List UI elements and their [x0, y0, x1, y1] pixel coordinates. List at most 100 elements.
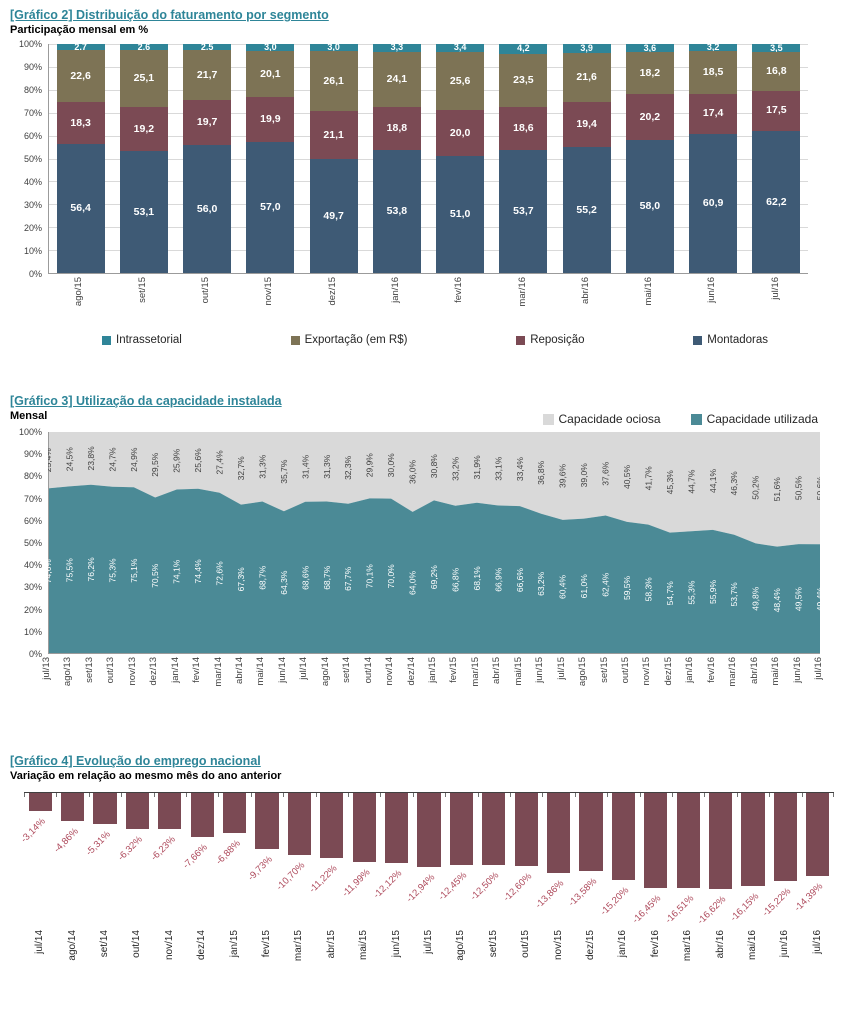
x-axis-label: mar/14 — [212, 657, 224, 687]
bar-segment: 19,7 — [183, 99, 232, 145]
grafico4-plot-area: -3,14% jul/14 -4,86% ago/14 -5,31% set/14 -6,3… — [19, 792, 834, 1004]
data-label: 18,2 — [639, 66, 661, 79]
bar — [546, 793, 571, 873]
data-label: 20,2 — [639, 110, 661, 123]
x-axis-label: abr/15 — [325, 930, 337, 959]
y-axis-tick-label: 10% — [23, 246, 42, 256]
ociosa-data-label: 31,4% — [300, 454, 310, 479]
grafico2-chart: 100% 90% 80% 70% 60% 50% 40% 30% 20% 10% 0% 56,4 18… — [10, 39, 846, 279]
data-label: 20,1 — [260, 67, 281, 80]
bar-segment: 3,0 — [309, 43, 358, 52]
utilizada-data-label: 64,0% — [408, 570, 418, 595]
ociosa-data-label: 33,2% — [450, 456, 460, 481]
x-axis-label: out/15 — [620, 657, 631, 684]
x-axis-label: ago/13 — [62, 657, 74, 687]
x-axis-label: set/15 — [598, 657, 610, 683]
ociosa-data-label: 44,1% — [708, 468, 718, 493]
utilizada-data-label: 48,4% — [772, 588, 782, 613]
bar-slot: 58,0 20,2 18,2 3,6 — [618, 43, 681, 273]
x-axis-label: jul/15 — [555, 657, 567, 680]
bar-segment: 53,7 — [499, 150, 548, 273]
data-label: -16,15% — [727, 890, 761, 924]
gridline — [49, 158, 808, 160]
data-label: -16,62% — [695, 893, 729, 927]
axis-tick — [380, 793, 382, 797]
data-label: 2,5 — [200, 41, 214, 52]
x-axis-label: jan/15 — [427, 657, 438, 683]
data-label: 21,1 — [323, 128, 344, 141]
data-label: 51,0 — [449, 208, 471, 221]
data-label: 3,0 — [264, 41, 277, 52]
utilizada-data-label: 69,2% — [429, 565, 439, 590]
stacked-bar: 55,2 19,4 21,6 3,9 — [562, 43, 611, 273]
y-axis-tick-label: 50% — [23, 154, 42, 164]
x-axis-label: ago/15 — [455, 930, 467, 961]
y-axis-tick-label: 0% — [28, 269, 42, 279]
bar-segment: 20,1 — [246, 50, 295, 97]
x-axis-label: mar/15 — [293, 930, 305, 962]
x-axis-label: mar/16 — [516, 277, 528, 307]
x-axis-label: dez/13 — [148, 657, 160, 686]
bar-segment: 56,0 — [183, 144, 232, 273]
x-axis-label: jul/14 — [298, 657, 310, 680]
ociosa-data-label: 41,7% — [643, 466, 653, 491]
bar — [287, 793, 311, 855]
bar — [806, 793, 830, 876]
bar-slot: 56,4 18,3 22,6 2,7 — [49, 42, 112, 273]
x-axis-slot: abr/16 — [555, 277, 618, 322]
x-axis-label: mai/16 — [770, 657, 782, 686]
y-axis-tick-label: 10% — [23, 626, 42, 637]
x-axis-label: ago/15 — [73, 277, 85, 307]
bar — [255, 793, 279, 849]
x-axis-label: ago/14 — [319, 657, 331, 687]
data-label: -12,60% — [501, 870, 534, 904]
data-label: -11,22% — [307, 862, 340, 895]
x-axis-label: fev/15 — [448, 657, 460, 683]
x-axis-label: jul/16 — [813, 657, 824, 680]
y-axis-tick-label: 30% — [23, 200, 42, 210]
bar-slot: 49,7 21,1 26,1 3,0 — [302, 43, 365, 273]
utilizada-data-label: 49,5% — [794, 587, 804, 612]
gridline — [49, 44, 808, 45]
bar — [773, 793, 797, 881]
ociosa-data-label: 39,6% — [558, 463, 568, 488]
axis-tick — [736, 793, 738, 797]
bar — [449, 793, 473, 865]
y-axis-tick-label: 80% — [23, 471, 42, 482]
bar-segment: 16,8 — [752, 52, 801, 91]
bar — [514, 793, 538, 866]
y-axis-tick-label: 80% — [23, 85, 42, 95]
x-axis-slot: mar/16 — [491, 277, 554, 322]
bar-segment: 62,2 — [752, 130, 801, 273]
bar-segment: 26,1 — [309, 51, 358, 111]
grafico3-x-axis: jul/13 ago/13 set/13 out/13 nov/13 dez/13 jan/… — [41, 654, 824, 708]
bar-segment: 24,1 — [372, 51, 421, 107]
x-axis-label: jul/13 — [41, 657, 52, 680]
data-label: 19,2 — [133, 123, 155, 136]
ociosa-data-label: 40,5% — [622, 464, 632, 489]
x-axis-label: jul/16 — [769, 277, 781, 300]
x-axis-slot: fev/16 — [428, 277, 491, 322]
data-label: 23,5 — [513, 74, 534, 87]
x-axis-label: dez/15 — [585, 930, 596, 961]
y-axis-tick-label: 20% — [23, 604, 42, 615]
x-axis-label: jul/14 — [34, 930, 46, 954]
grafico2-y-axis: 100% 90% 80% 70% 60% 50% 40% 30% 20% 10% 0% — [10, 39, 48, 279]
axis-tick — [315, 793, 317, 797]
bar-segment: 21,7 — [183, 49, 232, 100]
data-label: 19,4 — [576, 118, 597, 131]
grafico2-bars: 56,4 18,3 22,6 2,7 53,1 19,2 25,1 2,6 56,0 19,7 21… — [49, 41, 808, 273]
ociosa-data-label: 24,9% — [129, 447, 139, 472]
x-axis-label: jan/15 — [228, 930, 240, 958]
x-axis-slot: jan/16 — [365, 277, 428, 322]
data-label: 55,2 — [576, 203, 597, 216]
bar — [222, 793, 247, 833]
data-label: 21,7 — [196, 68, 218, 81]
bar — [190, 793, 214, 837]
utilizada-data-label: 66,9% — [493, 567, 503, 592]
x-axis-slot: nov/15 — [238, 277, 301, 322]
x-axis-label: mai/16 — [747, 930, 758, 961]
axis-tick — [445, 793, 447, 797]
bar — [482, 793, 506, 865]
axis-tick — [283, 793, 285, 797]
